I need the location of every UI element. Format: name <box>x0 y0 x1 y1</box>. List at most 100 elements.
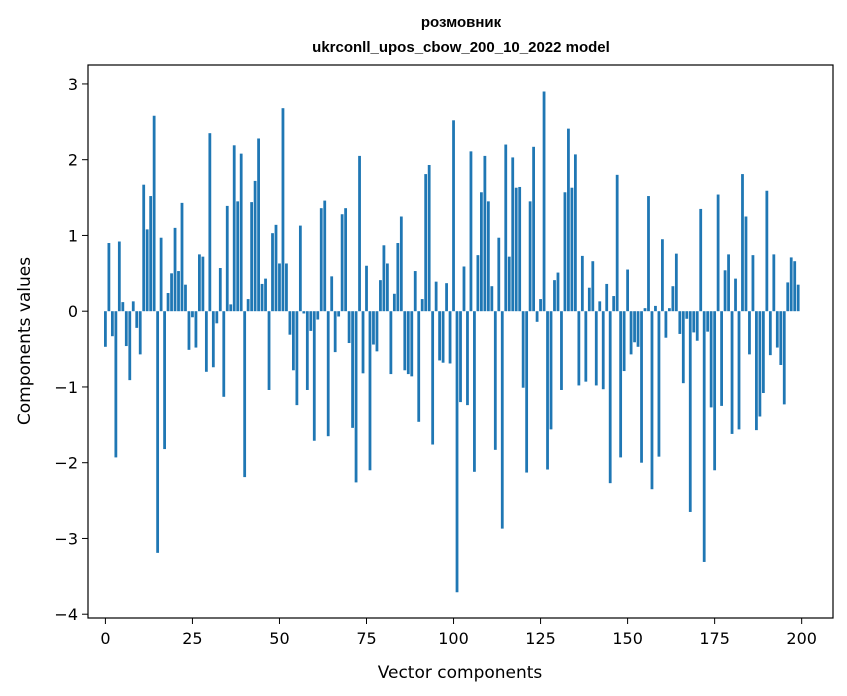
bar <box>368 311 372 471</box>
plot-frame <box>87 64 834 619</box>
y-tick-label: 1 <box>68 226 78 245</box>
x-tick-label: 100 <box>438 629 469 648</box>
bar <box>466 311 469 406</box>
bar <box>309 311 313 331</box>
y-tick-label: −1 <box>54 378 78 397</box>
bar <box>253 180 257 312</box>
bar <box>372 311 375 345</box>
bar <box>539 299 542 312</box>
bar <box>699 208 703 312</box>
x-tick-label: 0 <box>100 629 110 648</box>
bar <box>138 311 142 355</box>
y-tick-label: −4 <box>54 605 78 624</box>
bar <box>427 164 431 312</box>
bar <box>727 254 730 312</box>
bar <box>525 311 529 473</box>
bar <box>674 253 678 312</box>
bar <box>755 311 758 431</box>
bar <box>459 311 462 403</box>
bar <box>232 145 236 312</box>
bar <box>709 311 713 408</box>
bar <box>577 311 581 386</box>
bar <box>131 301 135 312</box>
bar <box>786 282 790 312</box>
bar <box>723 270 727 312</box>
bar <box>191 311 194 318</box>
bar <box>292 311 295 371</box>
bar <box>260 283 264 312</box>
bar <box>507 256 511 312</box>
chart-title: розмовник <box>421 14 502 31</box>
bar <box>246 299 250 312</box>
bar <box>163 311 166 450</box>
bar <box>441 311 445 363</box>
bar <box>281 108 285 312</box>
bar <box>486 201 490 312</box>
bar <box>267 311 271 390</box>
bar <box>643 308 647 312</box>
bar <box>528 201 532 312</box>
bar <box>664 311 668 338</box>
bar <box>535 311 539 322</box>
bar <box>107 243 111 312</box>
bar <box>204 311 208 372</box>
bar <box>549 311 553 430</box>
bar <box>250 202 254 312</box>
x-tick-label: 25 <box>182 629 202 648</box>
bar <box>128 311 132 381</box>
bar <box>706 311 710 332</box>
bar <box>333 311 337 353</box>
y-tick-label: 0 <box>68 302 78 321</box>
bar <box>417 311 421 422</box>
bar <box>601 311 605 390</box>
bar <box>748 311 751 355</box>
bar <box>591 261 595 312</box>
bar <box>681 311 685 384</box>
bar <box>295 311 299 406</box>
bar <box>626 269 629 312</box>
bar <box>615 174 619 312</box>
bar <box>198 254 201 312</box>
bar <box>455 311 459 593</box>
bar <box>117 241 121 312</box>
bar <box>657 311 661 457</box>
bar <box>584 311 588 382</box>
x-tick-label: 200 <box>786 629 817 648</box>
bar <box>149 196 153 312</box>
bar <box>768 311 772 356</box>
bar <box>337 311 341 317</box>
bar <box>473 311 476 472</box>
bar <box>688 311 692 512</box>
bar <box>500 311 504 529</box>
bar <box>354 311 358 483</box>
bar <box>319 208 323 312</box>
bar <box>177 271 180 312</box>
bar <box>448 311 452 364</box>
bar <box>511 157 515 312</box>
bar <box>758 311 762 417</box>
bar <box>271 233 274 312</box>
bar <box>612 296 616 312</box>
bar <box>121 302 125 312</box>
bar <box>431 311 435 445</box>
bar <box>170 273 173 312</box>
bar <box>236 201 240 312</box>
bar <box>695 311 699 341</box>
bar <box>678 311 682 334</box>
bar <box>605 283 609 312</box>
bar <box>142 184 146 312</box>
bar <box>114 311 118 458</box>
bar <box>406 311 410 375</box>
bar <box>180 202 184 312</box>
bar <box>288 311 292 335</box>
y-tick-label: 2 <box>68 151 78 170</box>
bar <box>483 155 487 312</box>
bar <box>225 205 229 312</box>
bar <box>765 190 769 312</box>
bar <box>521 311 525 388</box>
bar <box>741 174 744 312</box>
bar <box>796 284 800 312</box>
bar <box>264 278 267 312</box>
bar <box>514 187 518 312</box>
